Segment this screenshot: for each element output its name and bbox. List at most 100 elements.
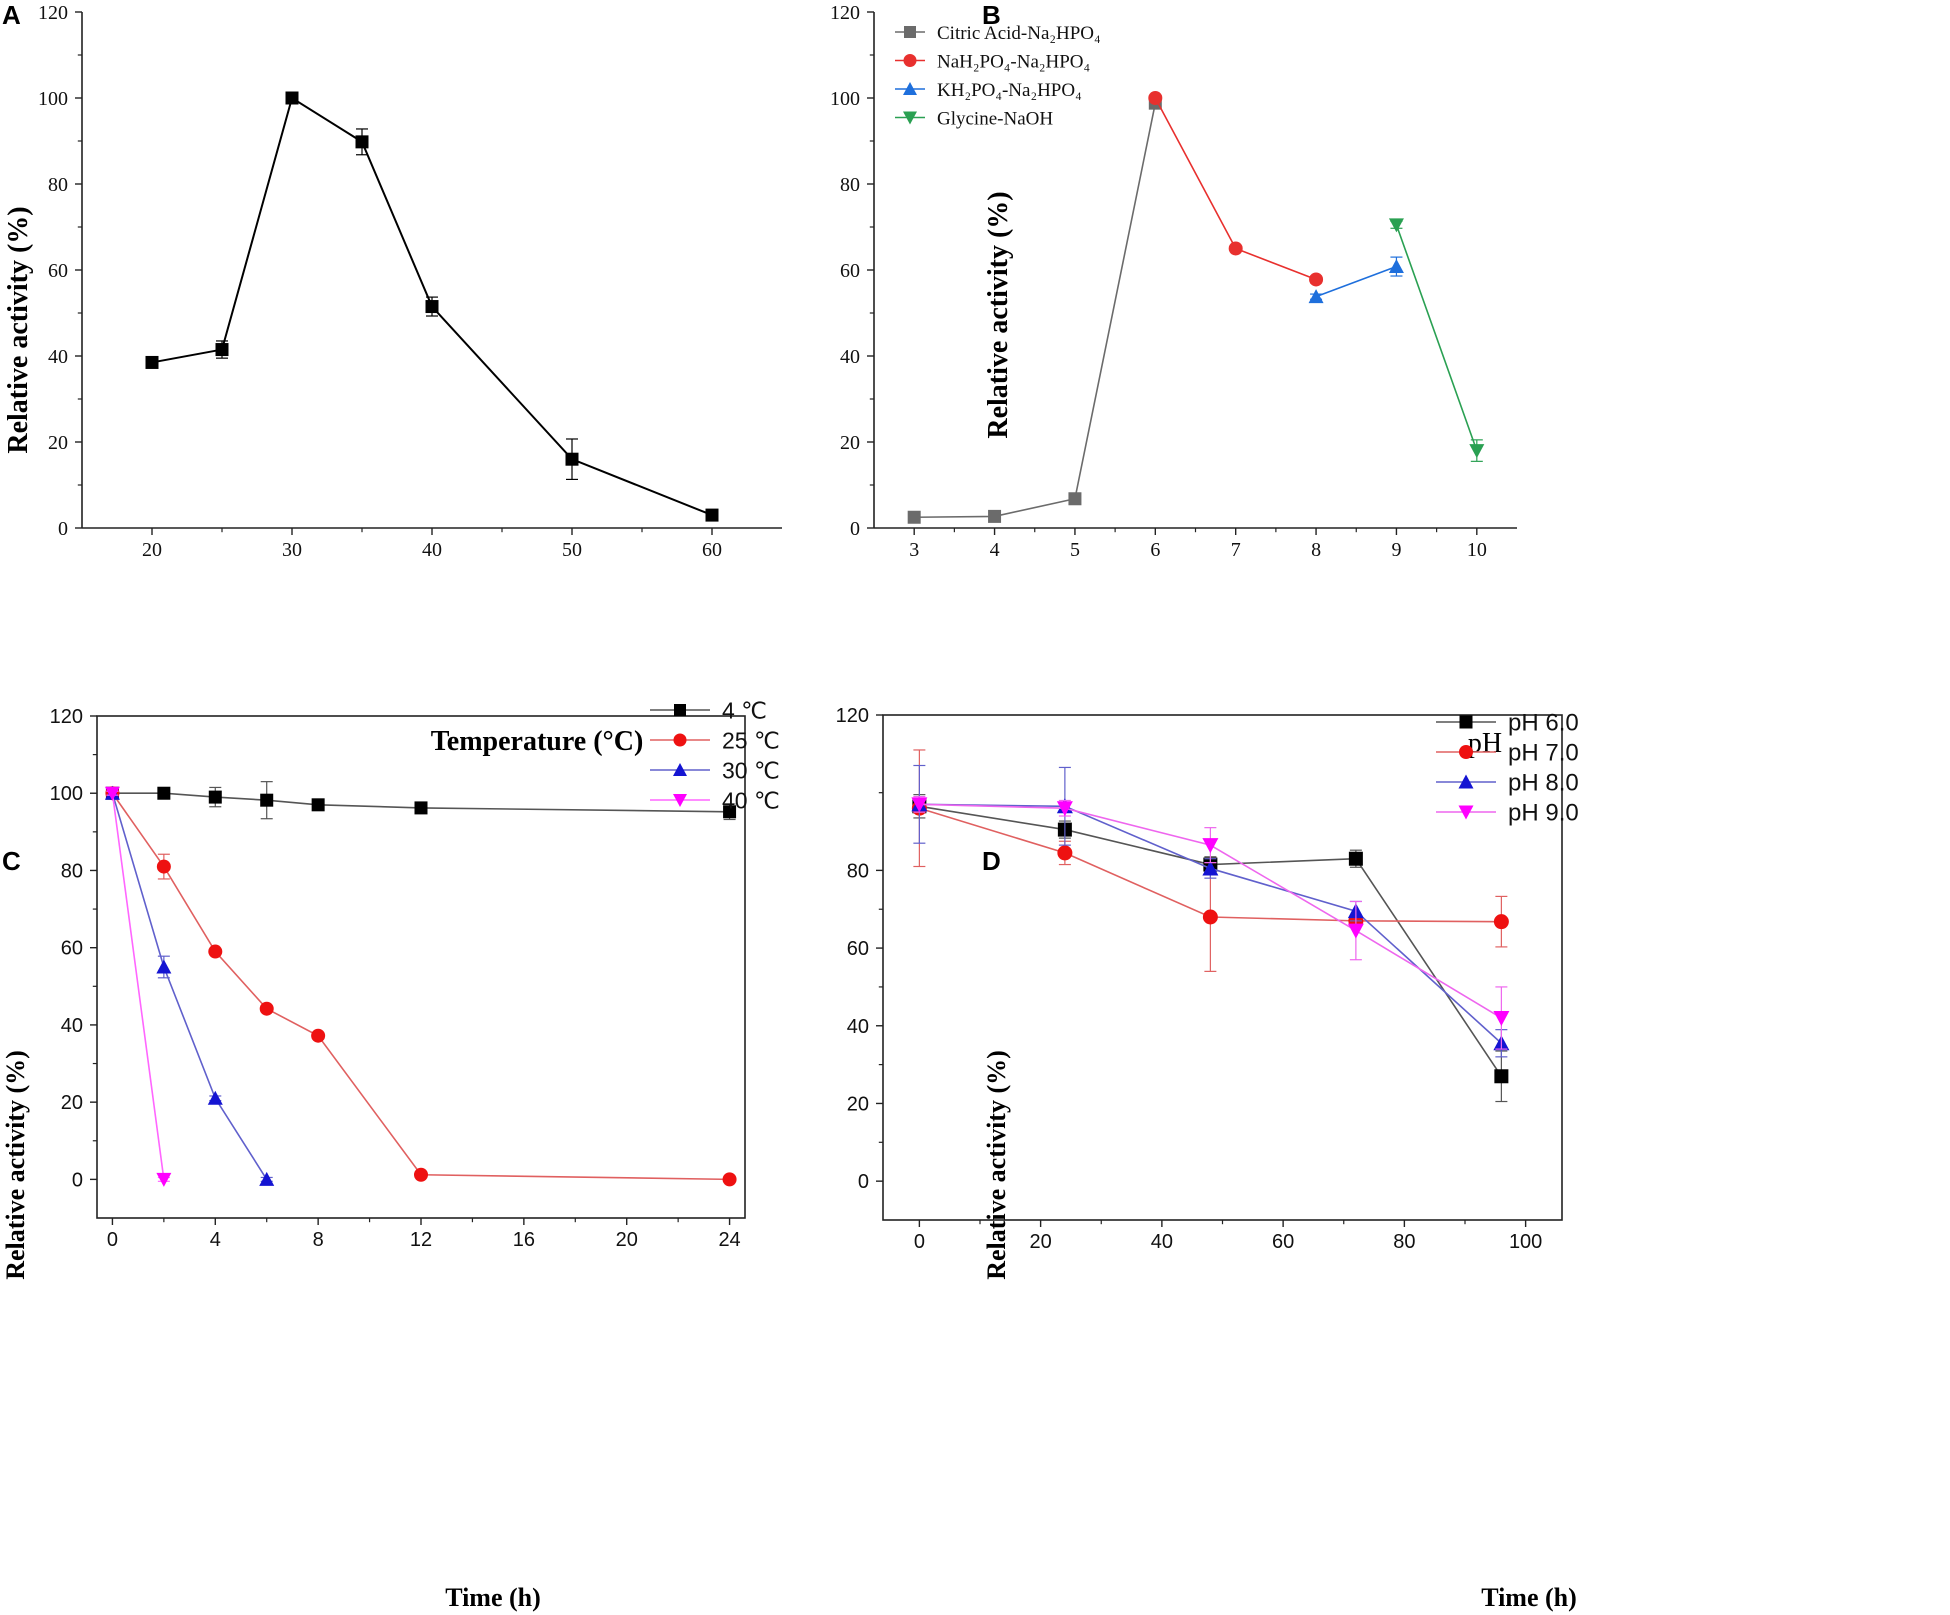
data-point — [414, 1167, 428, 1182]
panel-b-x-tick-label: 5 — [1070, 539, 1080, 561]
legend-marker — [1459, 715, 1473, 729]
panel-d: D Time (h) Relative activity (%) 0 20 40 60… — [836, 705, 1579, 1612]
panel-b-x-tick-label: 10 — [1467, 539, 1487, 561]
panel-c-legend: 4 ℃ 25 ℃ 30 ℃ 40 ℃ — [650, 697, 780, 813]
data-point — [907, 510, 921, 524]
panel-b-y-tick-label: 100 — [830, 88, 860, 110]
panel-d-y-tick-label: 0 — [858, 1171, 869, 1193]
panel-a-x-axis-title: Temperature (°C) — [431, 726, 644, 757]
panel-a-y-tick-label: 100 — [38, 88, 68, 110]
data-point — [260, 793, 274, 807]
panel-a-y-tick-label: 20 — [48, 432, 68, 454]
panel-b-x-tick-label: 6 — [1150, 539, 1160, 561]
panel-a-x-tick-label: 50 — [562, 539, 582, 561]
legend-marker — [1459, 745, 1473, 759]
panel-a: A Temperature (°C) Relative activity (%)… — [2, 0, 782, 757]
data-point — [1228, 241, 1243, 256]
panel-c-y-tick-label: 20 — [61, 1092, 83, 1114]
data-point — [156, 1172, 172, 1187]
panel-d-x-axis-title: Time (h) — [1481, 1583, 1577, 1612]
panel-d-y-tick-label: 120 — [836, 705, 869, 727]
panel-c-y-tick-label: 120 — [50, 706, 83, 728]
data-point — [285, 91, 299, 105]
panel-c-x-tick-label: 4 — [210, 1229, 221, 1251]
panel-b-series-3 — [1308, 256, 1404, 304]
legend-marker — [1458, 805, 1474, 820]
legend-label: Citric Acid-Na₂HPO₄ — [937, 23, 1101, 44]
panel-b-series-line — [1395, 224, 1478, 451]
panel-c: C Time (h) Relative activity (%) 0 4 8 12 16… — [1, 697, 780, 1612]
data-point — [1493, 914, 1509, 930]
data-point — [355, 135, 369, 149]
panel-a-y-tick-label: 120 — [38, 2, 68, 24]
data-point — [1202, 838, 1219, 854]
panel-d-y-tick-label: 60 — [847, 938, 869, 960]
panel-b-y-tick-label: 0 — [850, 518, 860, 540]
data-point — [1309, 272, 1324, 287]
panel-c-y-tick-label: 60 — [61, 938, 83, 960]
legend-marker — [903, 111, 917, 125]
legend-marker — [1458, 774, 1474, 789]
legend-label: pH 8.0 — [1508, 770, 1579, 797]
panel-c-x-tick-label: 0 — [107, 1229, 118, 1251]
data-point — [723, 805, 737, 819]
data-point — [208, 944, 223, 959]
panel-b-x-tick-label: 7 — [1231, 539, 1241, 561]
legend-label: pH 7.0 — [1508, 740, 1579, 767]
data-point — [1202, 909, 1218, 925]
panel-c-x-tick-label: 16 — [513, 1229, 535, 1251]
panel-d-x-tick-label: 40 — [1151, 1231, 1173, 1253]
panel-d-x-tick-label: 100 — [1509, 1231, 1542, 1253]
legend-marker — [903, 54, 917, 67]
panel-c-series-2 — [105, 786, 737, 1187]
legend-label: 30 ℃ — [722, 757, 780, 783]
panel-a-x-tick-label: 30 — [282, 539, 302, 561]
panel-d-x-tick-label: 20 — [1030, 1231, 1052, 1253]
panel-c-series-line — [111, 793, 165, 1180]
panel-a-y-tick-label: 40 — [48, 346, 68, 368]
data-point — [1493, 1011, 1510, 1026]
data-point — [1202, 860, 1219, 876]
data-point — [705, 508, 719, 522]
panel-c-y-tick-label: 40 — [61, 1015, 83, 1037]
legend-marker — [903, 82, 917, 95]
panel-c-series-4 — [104, 786, 172, 1187]
panel-a-x-tick-label: 20 — [142, 539, 162, 561]
panel-d-y-tick-label: 40 — [847, 1016, 869, 1038]
legend-marker — [673, 794, 687, 807]
panel-a-series-1 — [145, 91, 719, 522]
panel-c-y-tick-label: 80 — [61, 860, 83, 882]
data-point — [1347, 923, 1364, 939]
panel-d-y-tick-label: 80 — [847, 860, 869, 882]
panel-c-y-axis-title: Relative activity (%) — [1, 1050, 30, 1280]
data-point — [565, 452, 579, 466]
panel-c-y-tick-label: 100 — [50, 783, 83, 805]
panel-a-y-tick-label: 0 — [58, 518, 68, 540]
data-point — [207, 1090, 223, 1105]
panel-c-x-tick-label: 12 — [410, 1229, 432, 1251]
legend-label: pH 6.0 — [1508, 710, 1579, 737]
legend-label: pH 9.0 — [1508, 800, 1579, 827]
data-point — [1494, 1069, 1509, 1084]
panel-c-y-tick-label: 0 — [72, 1169, 83, 1191]
panel-d-x-tick-label: 60 — [1272, 1231, 1294, 1253]
panel-b-x-tick-label: 8 — [1311, 539, 1321, 561]
data-point — [425, 300, 439, 314]
panel-a-y-axis-title: Relative activity (%) — [3, 206, 34, 453]
panel-c-series-line — [111, 793, 268, 1180]
data-point — [1057, 845, 1073, 861]
panel-a-letter: A — [2, 0, 21, 30]
legend-marker — [673, 763, 687, 776]
legend-marker — [674, 704, 686, 716]
data-point — [414, 801, 428, 815]
panel-b-y-tick-label: 60 — [840, 260, 860, 282]
panel-b-y-tick-label: 120 — [830, 2, 860, 24]
panel-c-x-tick-label: 24 — [718, 1229, 740, 1251]
panel-b-letter: B — [982, 0, 1001, 30]
panel-b-x-tick-label: 4 — [990, 539, 1000, 561]
panel-b-y-tick-label: 20 — [840, 432, 860, 454]
data-point — [1348, 851, 1363, 866]
data-point — [259, 1001, 274, 1016]
panel-b-y-tick-label: 80 — [840, 174, 860, 196]
